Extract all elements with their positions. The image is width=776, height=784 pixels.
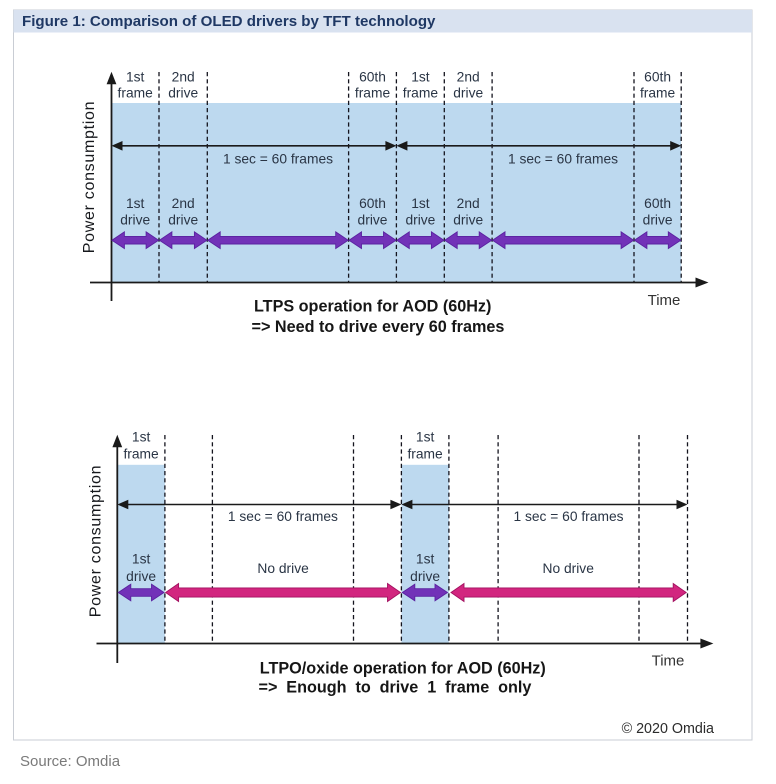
svg-text:frame: frame: [403, 85, 439, 100]
svg-text:1st: 1st: [132, 552, 151, 567]
svg-text:1 sec = 60 frames: 1 sec = 60 frames: [228, 509, 338, 524]
svg-text:1st: 1st: [126, 196, 145, 211]
svg-text:© 2020 Omdia: © 2020 Omdia: [622, 721, 714, 737]
svg-text:60th: 60th: [644, 196, 671, 211]
svg-text:1st: 1st: [132, 430, 151, 445]
svg-text:drive: drive: [453, 85, 483, 100]
svg-text:LTPO/oxide operation for AOD (: LTPO/oxide operation for AOD (60Hz): [260, 659, 546, 677]
svg-text:LTPS operation for AOD (60Hz): LTPS operation for AOD (60Hz): [254, 298, 491, 316]
svg-text:1st: 1st: [411, 69, 430, 84]
svg-text:drive: drive: [126, 569, 156, 584]
svg-text:60th: 60th: [359, 196, 386, 211]
svg-text:2nd: 2nd: [172, 196, 195, 211]
svg-text:Source: Omdia: Source: Omdia: [20, 753, 121, 770]
svg-text:Power consumption: Power consumption: [81, 101, 98, 253]
svg-text:drive: drive: [643, 213, 673, 228]
svg-text:drive: drive: [358, 213, 388, 228]
svg-text:1st: 1st: [411, 196, 430, 211]
svg-text:frame: frame: [407, 447, 443, 462]
svg-text:Power consumption: Power consumption: [88, 465, 105, 617]
svg-text:1st: 1st: [416, 552, 435, 567]
svg-text:drive: drive: [453, 213, 483, 228]
svg-text:Time: Time: [648, 292, 681, 309]
svg-text:1 sec = 60 frames: 1 sec = 60 frames: [513, 509, 623, 524]
svg-text:60th: 60th: [359, 69, 386, 84]
svg-text:2nd: 2nd: [457, 69, 480, 84]
svg-text:2nd: 2nd: [457, 196, 480, 211]
svg-text:No drive: No drive: [543, 561, 595, 576]
svg-text:frame: frame: [123, 447, 159, 462]
svg-text:frame: frame: [118, 85, 154, 100]
svg-text:=> Enough to drive 1 frame onl: => Enough to drive 1 frame only: [259, 679, 532, 697]
svg-text:drive: drive: [168, 85, 198, 100]
svg-text:2nd: 2nd: [172, 69, 195, 84]
svg-text:Figure 1: Comparison of OLED d: Figure 1: Comparison of OLED drivers by …: [22, 13, 436, 30]
svg-text:1 sec = 60 frames: 1 sec = 60 frames: [223, 152, 333, 167]
svg-text:drive: drive: [410, 569, 440, 584]
svg-text:=> Need to drive every 60 fram: => Need to drive every 60 frames: [252, 318, 505, 336]
svg-text:1 sec = 60 frames: 1 sec = 60 frames: [508, 152, 618, 167]
svg-text:1st: 1st: [416, 430, 435, 445]
svg-text:drive: drive: [405, 213, 435, 228]
svg-text:drive: drive: [168, 213, 198, 228]
svg-text:60th: 60th: [644, 69, 671, 84]
svg-text:drive: drive: [120, 213, 150, 228]
svg-text:frame: frame: [355, 85, 391, 100]
svg-text:No drive: No drive: [257, 561, 309, 576]
svg-text:Time: Time: [652, 653, 685, 670]
svg-text:frame: frame: [640, 85, 676, 100]
svg-text:1st: 1st: [126, 69, 145, 84]
